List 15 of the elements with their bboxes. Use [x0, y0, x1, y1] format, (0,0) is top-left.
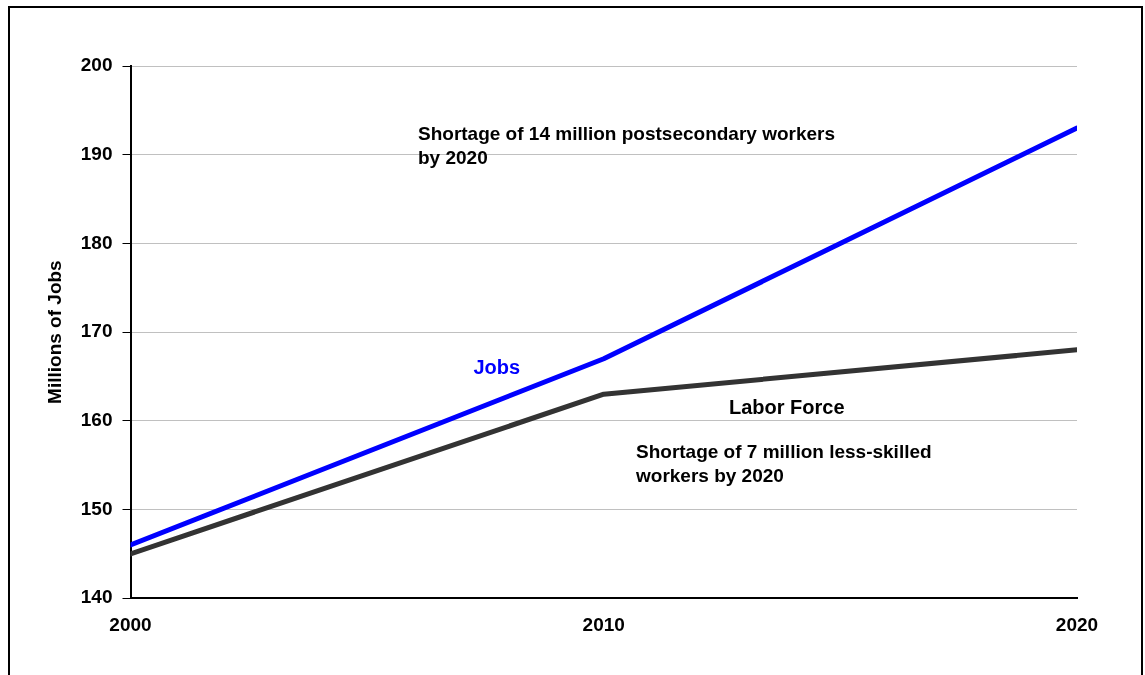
x-tick-label: 2010 — [582, 613, 625, 635]
annotation: Shortage of 7 million less-skilled workers by 2020 — [636, 440, 933, 488]
y-tick-label: 150 — [80, 497, 113, 519]
x-tick-label: 2020 — [1055, 613, 1099, 635]
y-tick-label: 200 — [80, 54, 113, 76]
x-tick-label: 2000 — [109, 613, 152, 635]
y-tick-label: 140 — [80, 586, 113, 608]
y-tick-label: 170 — [80, 320, 113, 342]
y-tick-label: 160 — [80, 409, 113, 431]
y-tick-label: 180 — [80, 231, 113, 253]
annotation: Shortage of 14 million postsecondary workers by 2020 — [418, 122, 837, 170]
y-tick-label: 190 — [80, 142, 113, 164]
series-label: Jobs — [473, 356, 521, 379]
y-axis-title: Millions of Jobs — [43, 260, 65, 404]
series-label: Labor Force — [728, 395, 845, 418]
